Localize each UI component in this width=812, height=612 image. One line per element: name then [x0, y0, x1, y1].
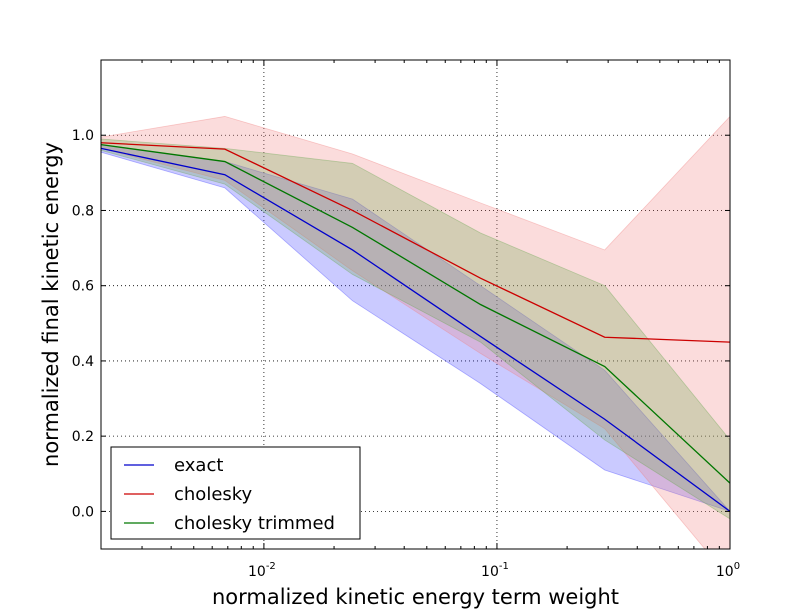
y-tick-label: 0.2	[72, 429, 94, 445]
band-cholesky	[101, 115, 730, 549]
line-exact	[101, 147, 730, 512]
ticks: 0.00.20.40.60.81.010-2 10-1 100	[72, 60, 740, 580]
y-tick-label: 1.0	[72, 128, 94, 144]
x-tick-label: 10-1	[481, 561, 509, 580]
line-cholesky	[101, 142, 730, 343]
y-axis-label: normalized final kinetic energy	[39, 142, 63, 467]
x-axis-label: normalized kinetic energy term weight	[212, 585, 619, 609]
x-tick-base: 10	[716, 564, 734, 580]
legend-label: cholesky trimmed	[174, 513, 335, 534]
y-tick-label: 0.8	[72, 203, 94, 219]
x-tick-label: 10-2	[248, 561, 276, 580]
legend: exact cholesky cholesky trimmed	[110, 446, 361, 540]
x-tick-base: 10	[248, 564, 266, 580]
series-lines	[101, 142, 730, 512]
band-cholesky-trimmed	[101, 138, 730, 520]
error-bands	[101, 115, 730, 549]
x-tick-label: 100	[716, 561, 740, 580]
band-exact	[101, 144, 730, 512]
legend-label: cholesky	[174, 484, 253, 505]
y-tick-label: 0.0	[72, 504, 94, 520]
x-tick-exponent: -2	[266, 561, 276, 572]
x-tick-base: 10	[481, 564, 499, 580]
legend-box	[110, 446, 361, 540]
y-tick-label: 0.4	[72, 354, 94, 370]
plot-frame	[100, 59, 731, 550]
y-tick-label: 0.6	[72, 279, 94, 295]
legend-label: exact	[174, 455, 223, 476]
x-tick-exponent: -1	[499, 561, 509, 572]
x-tick-exponent: 0	[734, 561, 740, 572]
line-cholesky-trimmed	[101, 143, 730, 484]
